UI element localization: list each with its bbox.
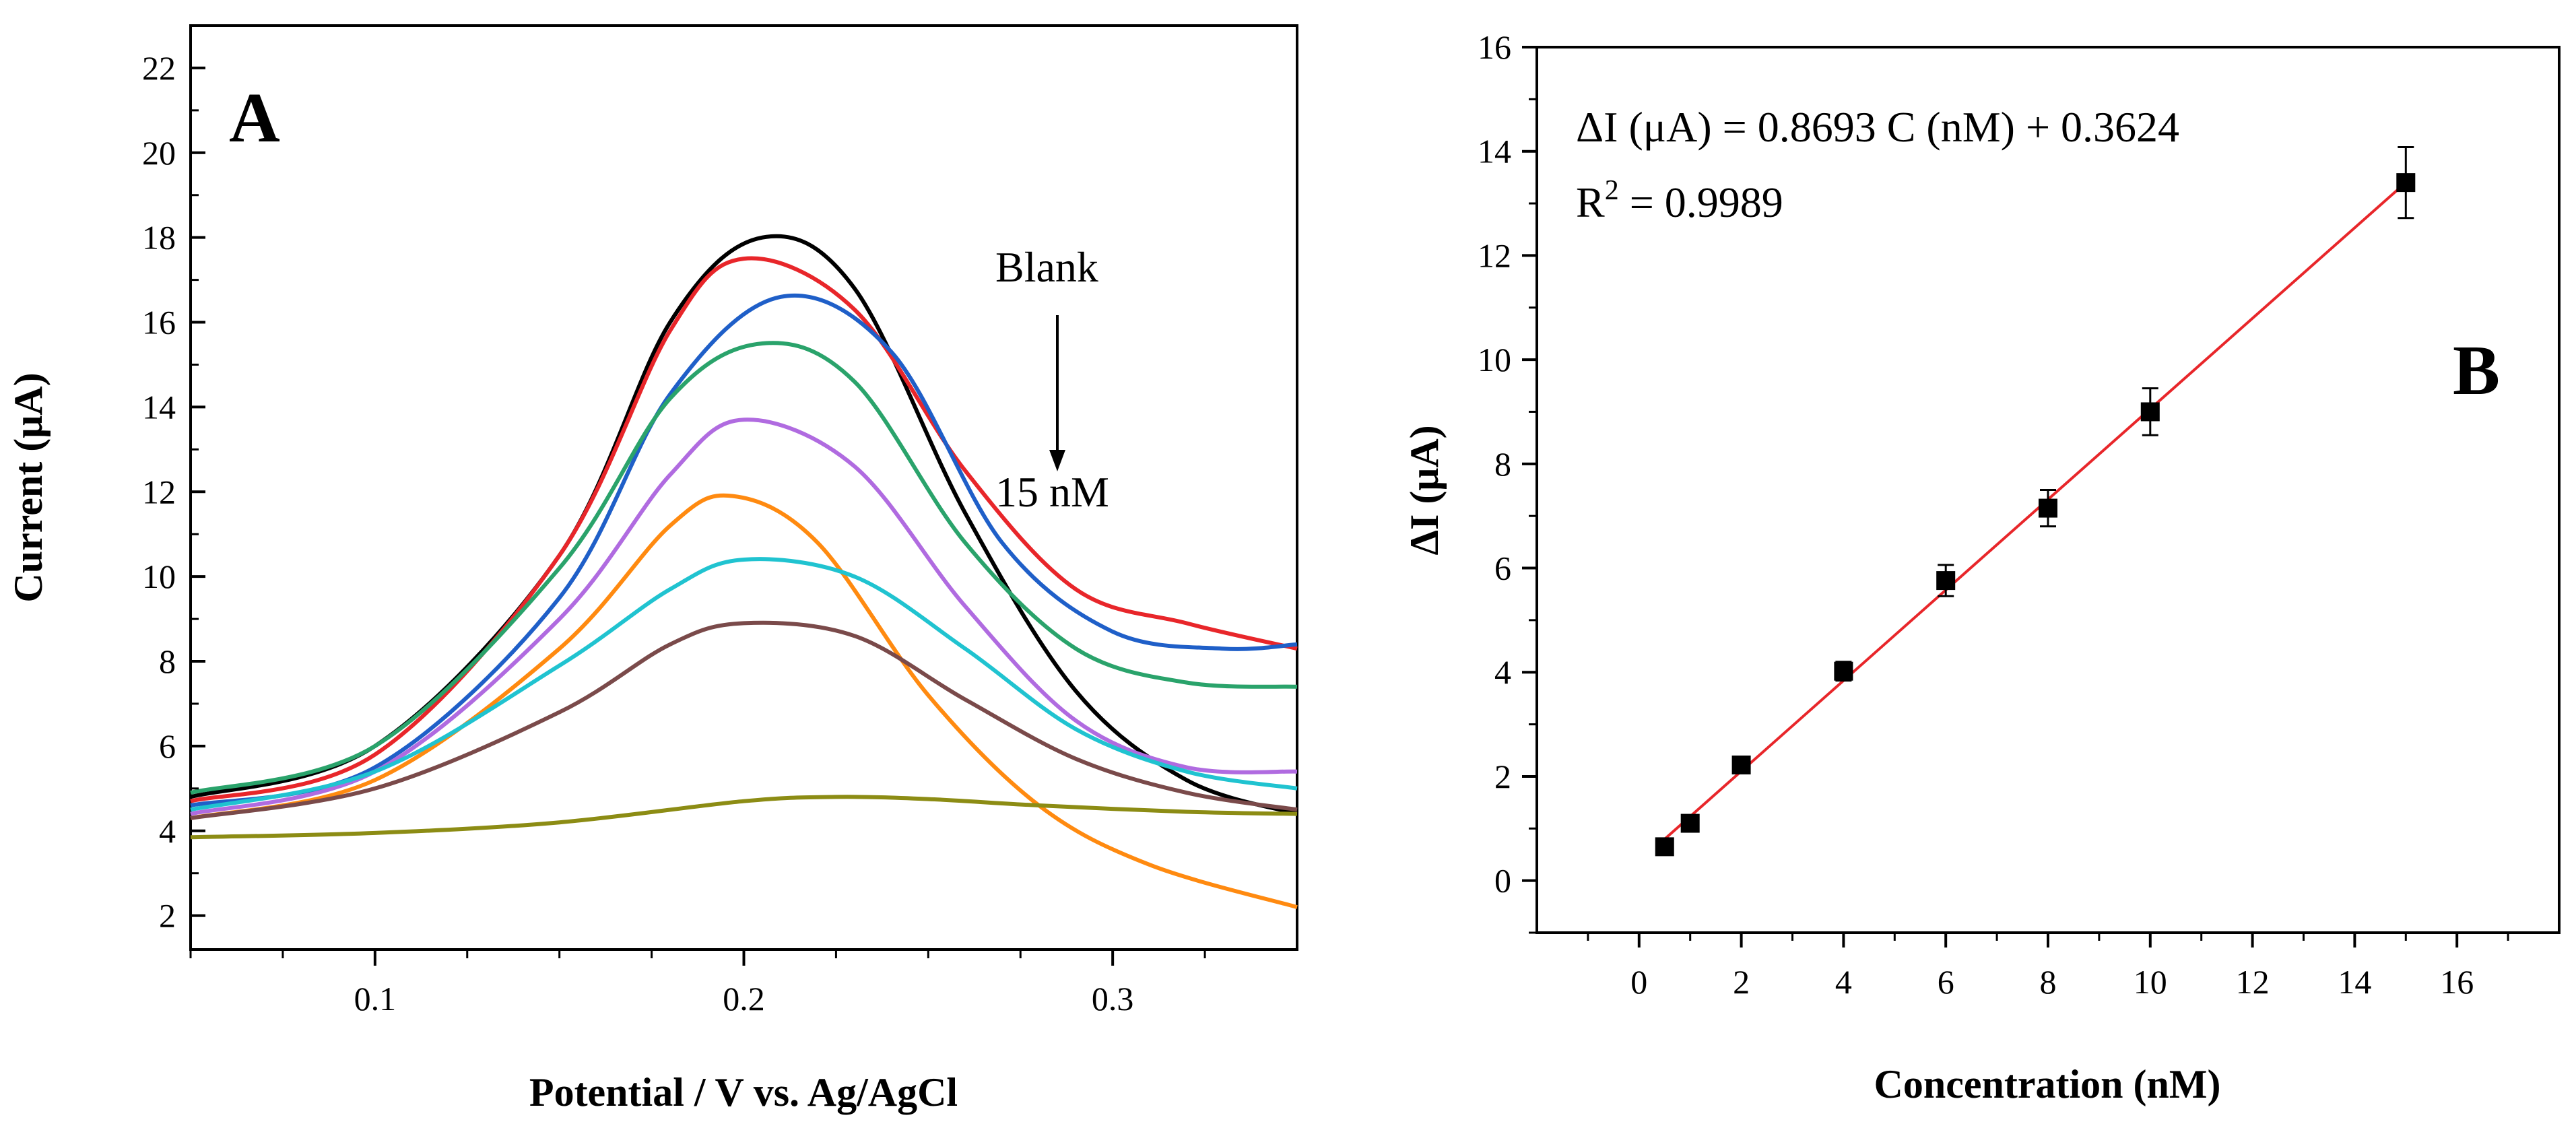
curve-6-nm	[190, 493, 1298, 909]
b-ytick-label: 12	[1478, 236, 1511, 274]
curve-10-nm	[190, 620, 1298, 820]
marker-square	[2396, 173, 2416, 193]
a-ytick-label: 20	[142, 134, 176, 172]
a-ytick-label: 6	[159, 727, 176, 765]
b-xtick-label: 16	[2440, 963, 2474, 1001]
curve-15-nm	[190, 795, 1298, 840]
b-xtick-label: 14	[2338, 963, 2371, 1001]
panel-a-curves	[190, 234, 1298, 909]
marker-square	[2140, 402, 2160, 422]
b-ytick-label: 4	[1494, 653, 1511, 691]
curve-4-nm	[190, 418, 1298, 816]
b-ytick-label: 16	[1478, 28, 1511, 66]
data-point	[2140, 387, 2160, 436]
r-squared-text: R2 = 0.9989	[1576, 175, 1783, 226]
panel-b-x-axis-label: Concentration (nM)	[1874, 1062, 2221, 1106]
curve-blank	[190, 234, 1298, 816]
marker-square	[1936, 571, 1956, 591]
panel-b-label: B	[2453, 331, 2500, 409]
a-ytick-label: 4	[159, 812, 176, 850]
annotation-blank: Blank	[995, 243, 1098, 291]
curve-2-nm	[190, 341, 1298, 795]
panel-a-label: A	[229, 78, 280, 157]
b-ytick-label: 6	[1494, 550, 1511, 587]
data-point	[1680, 813, 1700, 833]
marker-square	[2039, 498, 2057, 518]
data-point	[2396, 146, 2416, 220]
curve-8-nm	[190, 557, 1298, 812]
a-ytick-label: 14	[142, 388, 176, 426]
a-ytick-label: 16	[142, 304, 176, 341]
b-xtick-label: 6	[1938, 963, 1954, 1001]
data-point	[1936, 564, 1956, 597]
marker-square	[1680, 813, 1700, 833]
b-ytick-label: 8	[1494, 445, 1511, 483]
b-xtick-label: 2	[1733, 963, 1750, 1001]
b-ytick-label: 0	[1494, 862, 1511, 900]
a-ytick-label: 10	[142, 558, 176, 595]
a-ytick-label: 18	[142, 219, 176, 257]
b-xtick-label: 4	[1835, 963, 1852, 1001]
data-point	[2039, 489, 2057, 528]
b-ytick-label: 10	[1478, 341, 1511, 378]
b-xtick-label: 0	[1630, 963, 1647, 1001]
panel-a: 2 4 6 8 10 12 14 16 18 20 22 0.1 0.2 0.3 A Blank 15 n…	[6, 24, 1298, 1115]
panel-b-y-axis-label: ΔI (μA)	[1402, 425, 1447, 555]
a-ytick-label: 22	[142, 49, 176, 87]
panel-a-ticks: 2 4 6 8 10 12 14 16 18 20 22 0.1 0.2 0.3	[142, 24, 1206, 1018]
annotation-arrow-head-icon	[1049, 450, 1065, 471]
panel-b-data-points	[1655, 146, 2416, 857]
annotation-15nm: 15 nM	[995, 468, 1109, 516]
data-point	[1731, 755, 1751, 774]
a-ytick-label: 8	[159, 642, 176, 680]
data-point	[1834, 661, 1853, 682]
b-xtick-label: 12	[2236, 963, 2270, 1001]
data-point	[1655, 837, 1674, 857]
a-ytick-label: 12	[142, 473, 176, 510]
b-xtick-label: 8	[2040, 963, 2057, 1001]
a-xtick-label: 0.2	[723, 980, 765, 1018]
a-ytick-label: 2	[159, 897, 176, 935]
curve-0.5-nm	[190, 256, 1298, 803]
panel-b: 0 2 4 6 8 10 12 14 16 0 2 4 6 8 10 12 14 16 ΔI (μA) = 0.8…	[1402, 28, 2561, 1106]
panel-a-y-axis-label: Current (μA)	[6, 372, 51, 602]
panel-a-x-axis-label: Potential / V vs. Ag/AgCl	[529, 1070, 958, 1115]
panel-b-ticks: 0 2 4 6 8 10 12 14 16 0 2 4 6 8 10 12 14 16	[1478, 28, 2509, 1001]
marker-square	[1655, 837, 1674, 857]
marker-square	[1731, 755, 1751, 774]
b-ytick-label: 14	[1478, 133, 1511, 170]
regression-fit-line	[1663, 181, 2407, 840]
b-ytick-label: 2	[1494, 758, 1511, 795]
curve-1-nm	[190, 293, 1298, 807]
a-xtick-label: 0.1	[354, 980, 397, 1018]
a-xtick-label: 0.3	[1092, 980, 1134, 1018]
marker-square	[1834, 661, 1853, 681]
regression-equation: ΔI (μA) = 0.8693 C (nM) + 0.3624	[1576, 103, 2179, 151]
b-xtick-label: 10	[2134, 963, 2167, 1001]
